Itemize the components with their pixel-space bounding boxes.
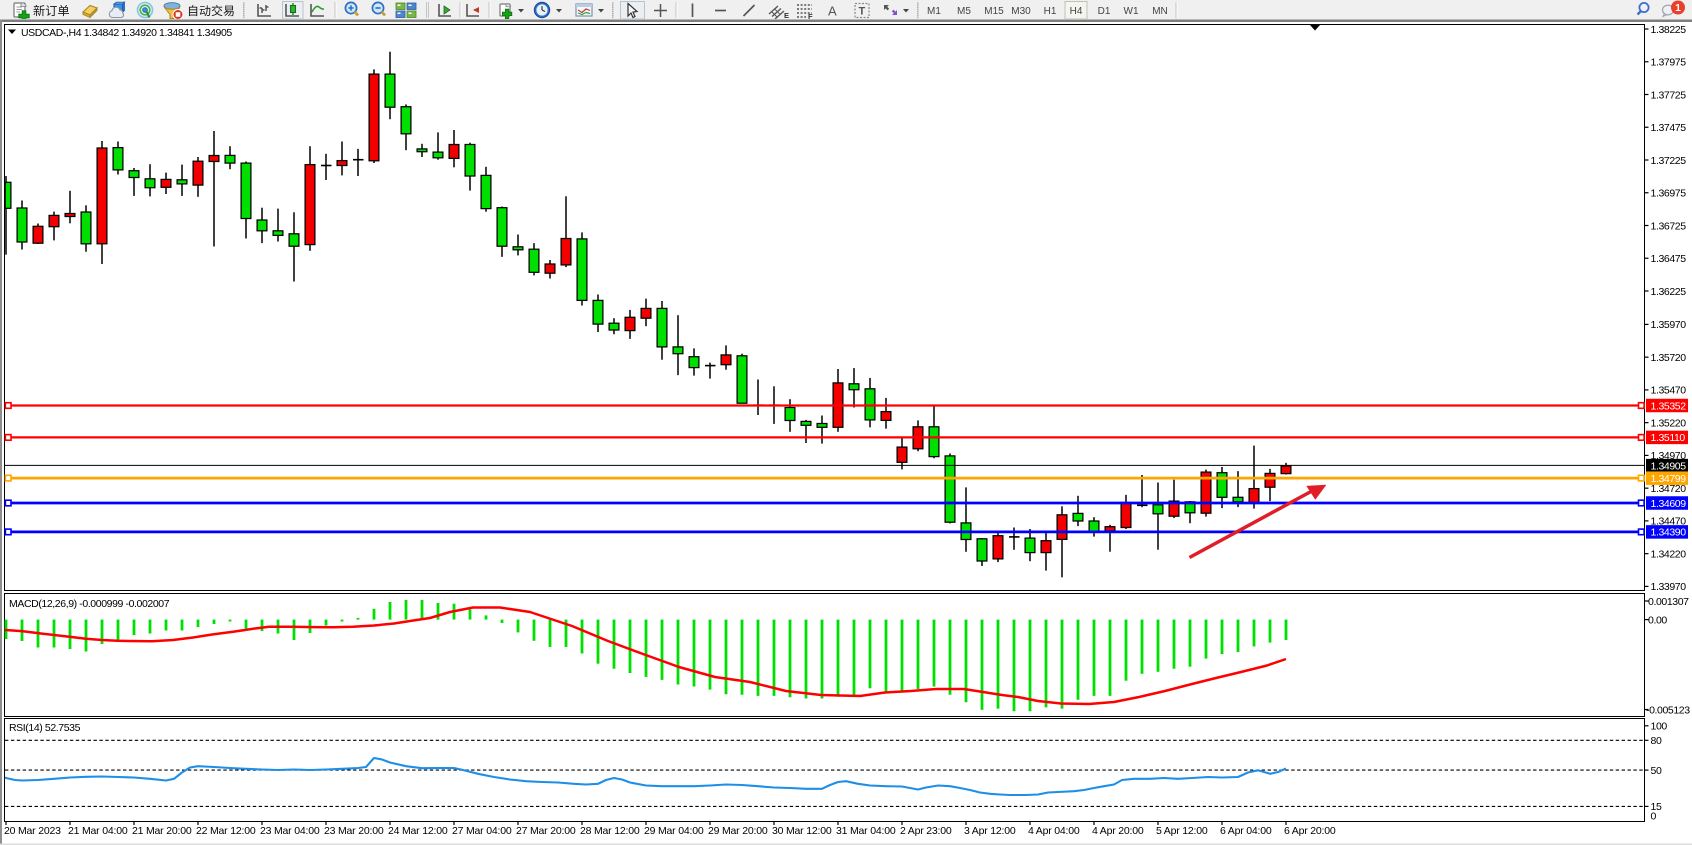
svg-text:M5: M5 (957, 6, 971, 17)
svg-text:1.33970: 1.33970 (1651, 581, 1687, 593)
svg-text:100: 100 (1651, 721, 1668, 733)
svg-text:E: E (784, 11, 789, 20)
svg-text:1.36225: 1.36225 (1651, 286, 1687, 298)
svg-text:1.38225: 1.38225 (1651, 24, 1687, 36)
svg-text:80: 80 (1651, 735, 1662, 747)
svg-text:5 Apr 12:00: 5 Apr 12:00 (1156, 825, 1208, 837)
svg-text:23 Mar 04:00: 23 Mar 04:00 (260, 825, 320, 837)
svg-text:4 Apr 20:00: 4 Apr 20:00 (1092, 825, 1144, 837)
svg-text:1.35470: 1.35470 (1651, 385, 1687, 397)
svg-text:1.35110: 1.35110 (1651, 432, 1686, 444)
svg-text:M15: M15 (984, 6, 1004, 17)
svg-text:27 Mar 04:00: 27 Mar 04:00 (452, 825, 512, 837)
svg-text:1.36975: 1.36975 (1651, 188, 1687, 200)
svg-text:1.37975: 1.37975 (1651, 57, 1687, 69)
svg-text:1.37725: 1.37725 (1651, 89, 1687, 101)
svg-text:1.37225: 1.37225 (1651, 155, 1687, 167)
svg-text:22 Mar 12:00: 22 Mar 12:00 (196, 825, 256, 837)
svg-text:50: 50 (1651, 765, 1662, 777)
svg-text:28 Mar 12:00: 28 Mar 12:00 (580, 825, 640, 837)
svg-text:31 Mar 04:00: 31 Mar 04:00 (836, 825, 896, 837)
svg-text:1.34905: 1.34905 (1651, 460, 1687, 472)
svg-text:1.34220: 1.34220 (1651, 548, 1687, 560)
svg-text:24 Mar 12:00: 24 Mar 12:00 (388, 825, 448, 837)
svg-text:20 Mar 2023: 20 Mar 2023 (4, 825, 61, 837)
svg-text:1.35220: 1.35220 (1651, 417, 1687, 429)
svg-text:-0.005123: -0.005123 (1646, 704, 1690, 716)
svg-text:15: 15 (1651, 801, 1662, 813)
svg-text:6 Apr 04:00: 6 Apr 04:00 (1220, 825, 1272, 837)
svg-text:1.34799: 1.34799 (1651, 473, 1687, 485)
svg-text:1.35720: 1.35720 (1651, 352, 1687, 364)
svg-text:RSI(14) 52.7535: RSI(14) 52.7535 (9, 722, 81, 734)
svg-text:1.34470: 1.34470 (1651, 516, 1687, 528)
svg-text:1.34720: 1.34720 (1651, 483, 1687, 495)
svg-text:1.36475: 1.36475 (1651, 253, 1687, 265)
svg-text:4 Apr 04:00: 4 Apr 04:00 (1028, 825, 1080, 837)
svg-text:1.35970: 1.35970 (1651, 319, 1687, 331)
svg-text:27 Mar 20:00: 27 Mar 20:00 (516, 825, 576, 837)
svg-text:MN: MN (1152, 6, 1168, 17)
svg-text:T: T (859, 6, 866, 18)
svg-text:M1: M1 (927, 6, 941, 17)
svg-text:29 Mar 20:00: 29 Mar 20:00 (708, 825, 768, 837)
svg-text:MACD(12,26,9) -0.000999 -0.002: MACD(12,26,9) -0.000999 -0.002007 (9, 598, 170, 610)
svg-text:0.001307: 0.001307 (1648, 596, 1689, 608)
svg-text:M30: M30 (1011, 6, 1031, 17)
svg-text:30 Mar 12:00: 30 Mar 12:00 (772, 825, 832, 837)
svg-text:W1: W1 (1124, 6, 1139, 17)
svg-text:23 Mar 20:00: 23 Mar 20:00 (324, 825, 384, 837)
svg-text:H1: H1 (1044, 6, 1057, 17)
svg-text:1: 1 (1675, 2, 1681, 14)
svg-text:1.34390: 1.34390 (1651, 527, 1687, 539)
svg-text:1.34609: 1.34609 (1651, 498, 1687, 510)
svg-text:A: A (828, 4, 837, 19)
svg-text:2 Apr 23:00: 2 Apr 23:00 (900, 825, 952, 837)
svg-text:0.00: 0.00 (1648, 614, 1667, 626)
svg-text:21 Mar 04:00: 21 Mar 04:00 (68, 825, 128, 837)
svg-text:29 Mar 04:00: 29 Mar 04:00 (644, 825, 704, 837)
svg-text:21 Mar 20:00: 21 Mar 20:00 (132, 825, 192, 837)
svg-text:H4: H4 (1070, 6, 1083, 17)
svg-text:3 Apr 12:00: 3 Apr 12:00 (964, 825, 1016, 837)
svg-text:1.36725: 1.36725 (1651, 220, 1687, 232)
svg-text:1.35352: 1.35352 (1651, 400, 1687, 412)
svg-text:USDCAD-,H4 1.34842 1.34920 1.: USDCAD-,H4 1.34842 1.34920 1.34841 1.349… (21, 27, 232, 39)
svg-text:1.37475: 1.37475 (1651, 122, 1687, 134)
svg-text:0: 0 (1651, 810, 1657, 822)
svg-text:6 Apr 20:00: 6 Apr 20:00 (1284, 825, 1336, 837)
svg-text:D1: D1 (1098, 6, 1111, 17)
svg-text:F: F (808, 12, 813, 21)
